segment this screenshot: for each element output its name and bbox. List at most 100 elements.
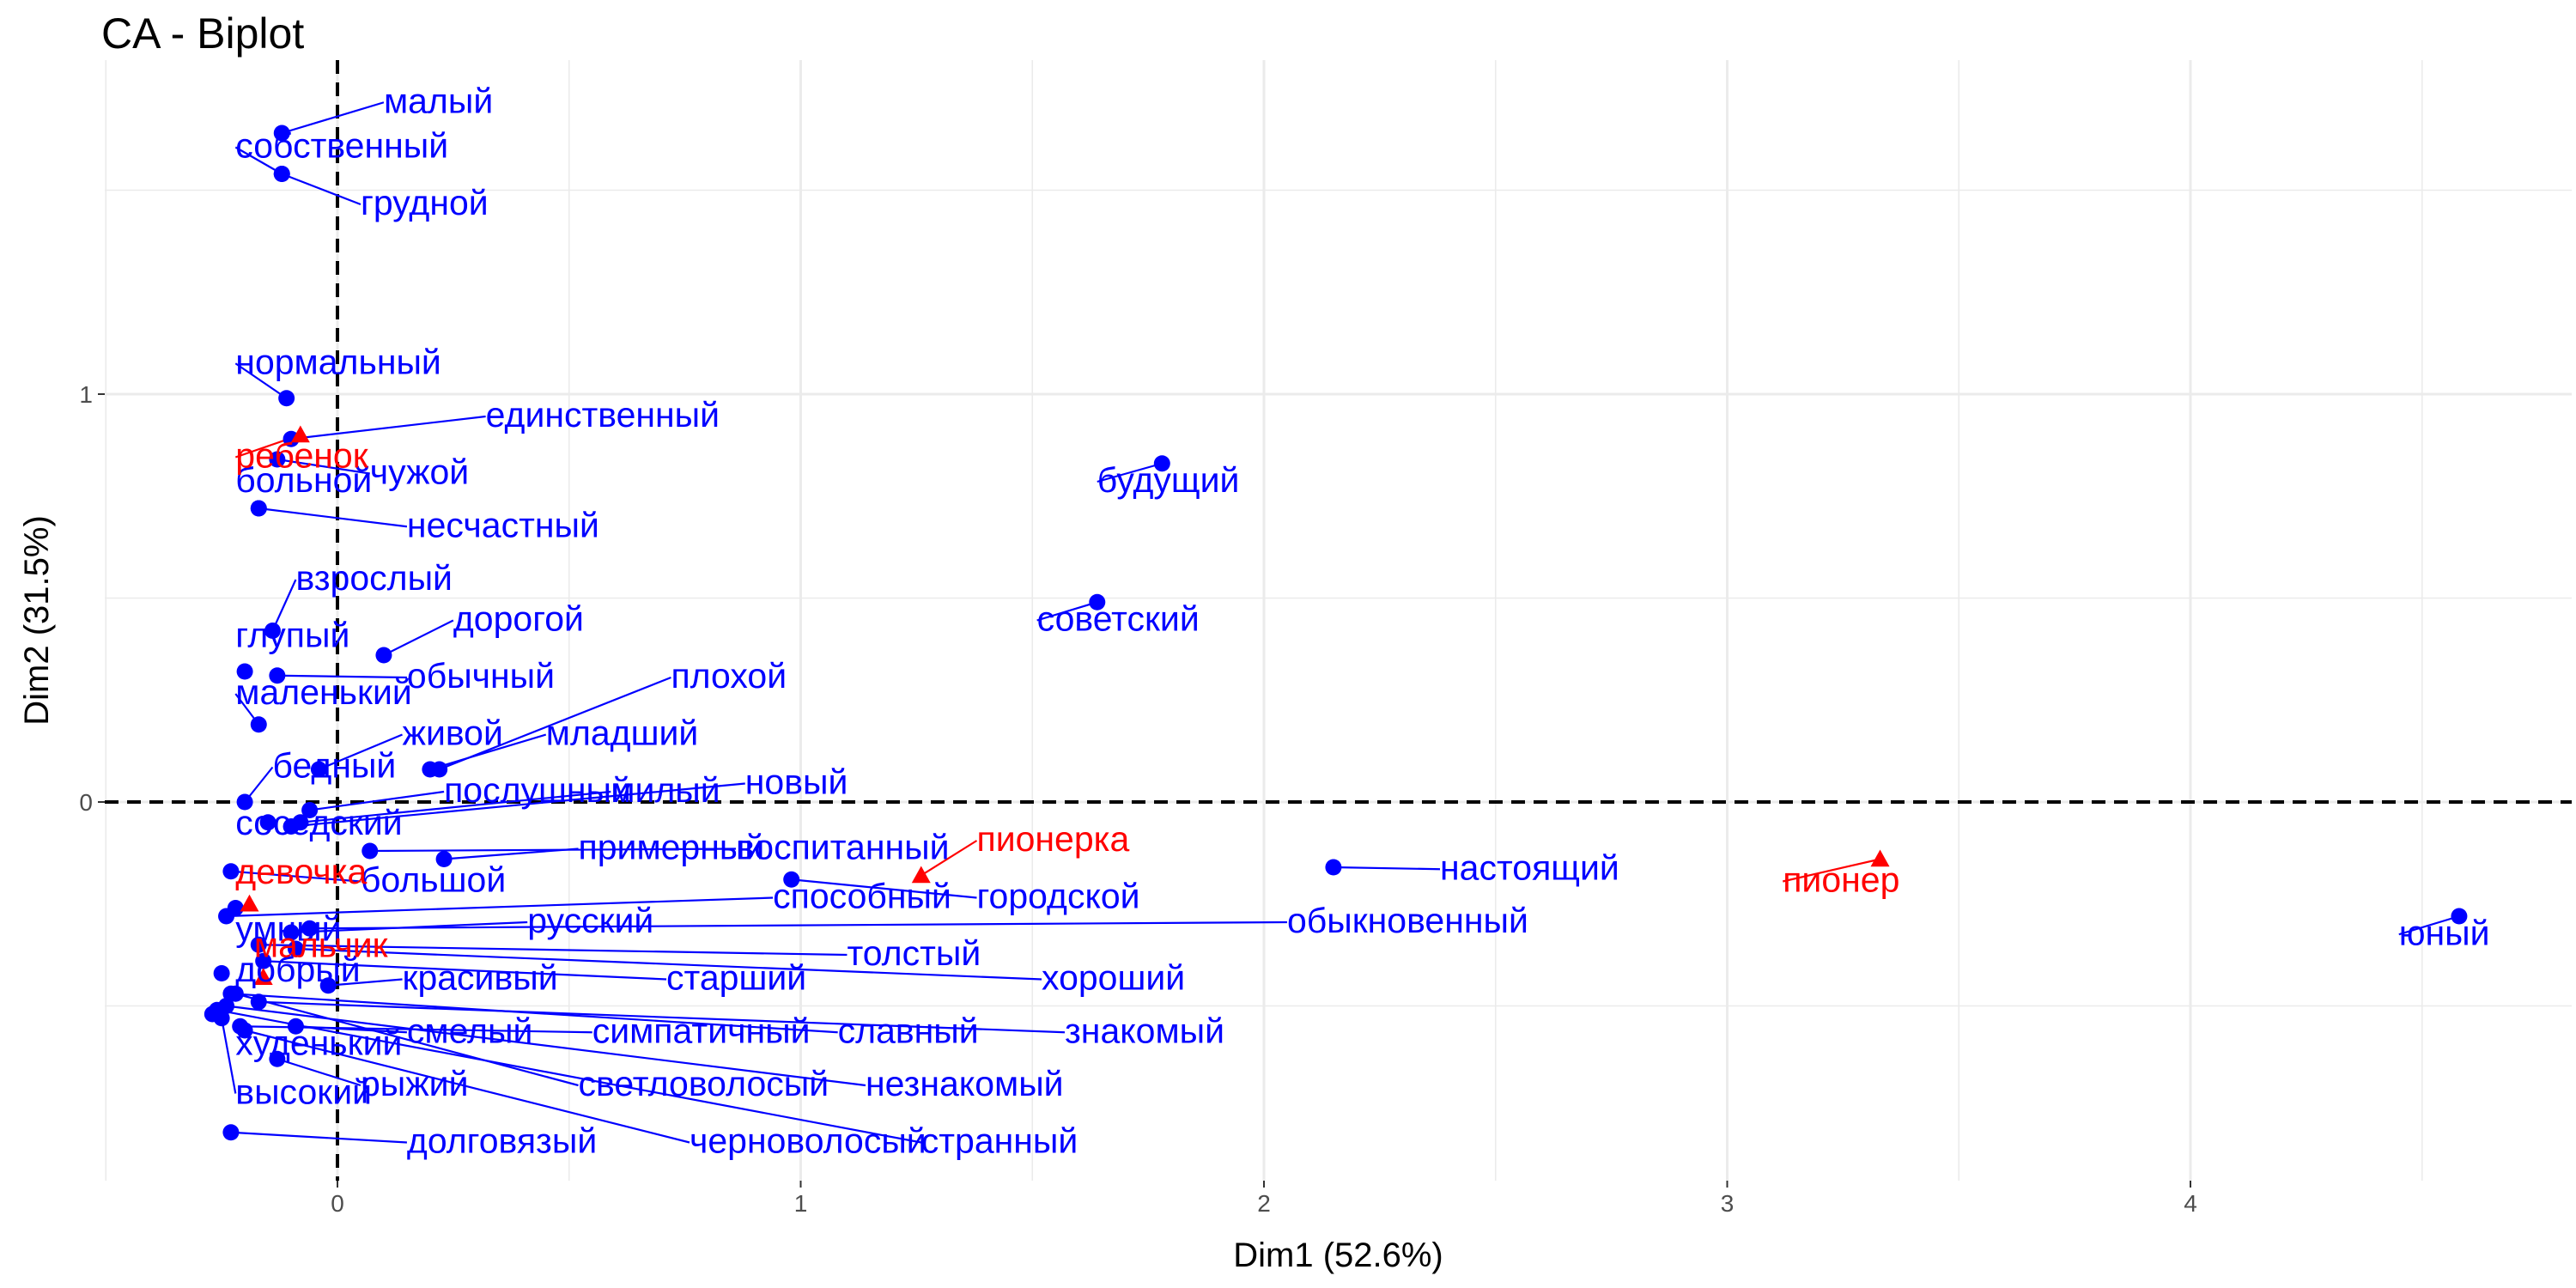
- label-connector: [383, 619, 454, 656]
- row-point: [255, 952, 272, 969]
- row-point: [222, 863, 240, 880]
- x-tick-label: 3: [1721, 1190, 1735, 1217]
- label-connector: [291, 920, 528, 934]
- point-label: симпатичный: [592, 1011, 811, 1050]
- column-point: [253, 968, 273, 986]
- row-point: [273, 166, 290, 182]
- row-point: [287, 1018, 304, 1035]
- row-point: [301, 920, 319, 937]
- point-label: обычный: [407, 656, 555, 696]
- x-axis-title: Dim1 (52.6%): [1233, 1236, 1443, 1274]
- point-label: воспитанный: [736, 828, 950, 867]
- point-label: советский: [1037, 599, 1200, 639]
- label-connector: [230, 870, 361, 883]
- label-connector: [226, 1005, 866, 1087]
- row-point: [422, 761, 439, 778]
- point-label: будущий: [1097, 460, 1240, 500]
- label-connector: [328, 978, 403, 987]
- row-point: [227, 900, 244, 916]
- point-label: маленький: [235, 672, 411, 712]
- point-label: несчастный: [407, 505, 599, 544]
- point-label: новый: [745, 762, 848, 802]
- label-connector: [309, 920, 1287, 930]
- point-label: нормальный: [235, 342, 441, 381]
- row-point: [269, 667, 286, 684]
- point-label: живой: [403, 714, 503, 753]
- point-label: единственный: [486, 395, 720, 434]
- row-point: [213, 965, 230, 981]
- point-label: хороший: [1042, 958, 1185, 998]
- y-tick-label: 1: [79, 381, 93, 408]
- row-point: [1325, 859, 1342, 876]
- axis-ticks: 0 1 2 3 4 0 1: [79, 381, 2196, 1217]
- point-label: способный: [773, 877, 951, 916]
- point-label: худенький: [235, 1024, 402, 1063]
- point-label: старший: [666, 958, 806, 998]
- point-label: малый: [384, 81, 493, 120]
- point-label: рыжий: [361, 1064, 469, 1103]
- label-connector: [429, 733, 547, 771]
- y-tick-label: 0: [79, 789, 93, 816]
- point-label: умный: [235, 909, 341, 949]
- point-label: младший: [546, 714, 699, 753]
- point-label: послушный: [444, 770, 631, 810]
- point-label: примерный: [579, 828, 765, 867]
- row-point: [236, 1022, 253, 1039]
- label-connector: [281, 173, 361, 206]
- point-label: бедный: [272, 746, 396, 786]
- label-connector: [290, 415, 486, 440]
- label-connector: [1036, 601, 1098, 622]
- row-point: [269, 1050, 286, 1067]
- column-point: [911, 866, 931, 884]
- point-label: долговязый: [407, 1121, 597, 1161]
- x-tick-label: 0: [331, 1190, 344, 1217]
- point-label: странный: [921, 1121, 1078, 1161]
- point-label: высокий: [235, 1072, 372, 1112]
- point-label: девочка: [235, 852, 367, 891]
- row-point: [361, 842, 379, 860]
- point-label: пионерка: [977, 819, 1130, 859]
- column-point: [290, 425, 310, 443]
- column-point: [1870, 849, 1890, 867]
- row-point: [250, 936, 267, 953]
- point-label: соседский: [235, 803, 402, 842]
- point-label: дорогой: [453, 599, 584, 639]
- point-label: добрый: [235, 950, 360, 989]
- point-label: большой: [361, 860, 506, 900]
- label-connector: [258, 944, 848, 957]
- row-point: [250, 716, 267, 733]
- label-connector: [309, 790, 445, 811]
- point-label: глупый: [235, 616, 349, 655]
- row-point: [310, 761, 327, 778]
- point-label: мальчик: [254, 926, 389, 965]
- label-connector: [290, 782, 745, 828]
- point-label: городской: [977, 877, 1140, 916]
- point-label: больной: [235, 460, 372, 500]
- label-connector: [258, 507, 408, 528]
- x-tick-label: 1: [794, 1190, 808, 1217]
- label-connector: [226, 896, 774, 918]
- label-connector: [271, 579, 297, 631]
- point-label: плохой: [671, 656, 787, 696]
- row-point: [783, 871, 800, 888]
- row-point: [222, 1124, 240, 1141]
- point-label: настоящий: [1440, 848, 1619, 887]
- point-label: черноволосый: [690, 1121, 927, 1161]
- label-connector: [1782, 858, 1880, 883]
- label-connector: [2398, 914, 2460, 936]
- row-point: [1153, 455, 1170, 472]
- row-point: [283, 818, 300, 835]
- point-label: красивый: [403, 958, 558, 998]
- point-label: пионер: [1783, 860, 1899, 900]
- label-connector: [244, 1029, 690, 1144]
- label-connector: [920, 840, 978, 877]
- row-point: [278, 390, 295, 407]
- label-connector: [230, 1131, 407, 1144]
- label-connector: [276, 674, 407, 679]
- row-point: [269, 451, 286, 468]
- row-point: [250, 993, 267, 1011]
- point-label: незнакомый: [866, 1064, 1064, 1103]
- label-connector: [318, 733, 403, 771]
- row-point: [2451, 908, 2468, 925]
